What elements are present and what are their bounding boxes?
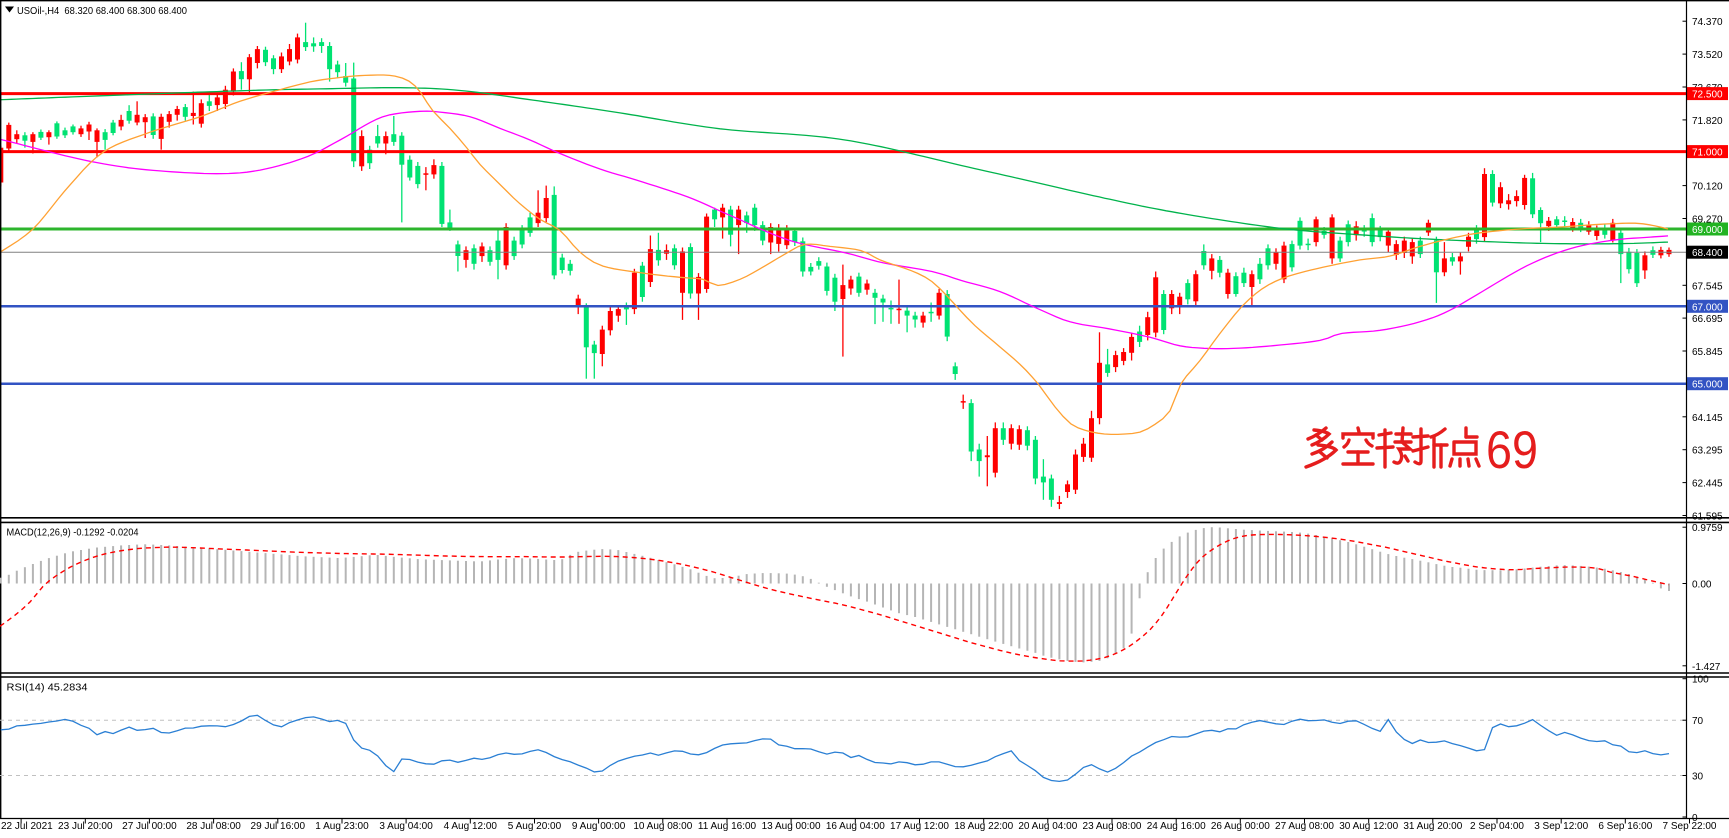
svg-text:RSI(14) 45.2834: RSI(14) 45.2834 (7, 682, 88, 694)
svg-text:64.145: 64.145 (1692, 413, 1723, 424)
svg-text:16 Aug 04:00: 16 Aug 04:00 (826, 821, 885, 832)
svg-text:63.295: 63.295 (1692, 446, 1723, 457)
svg-text:0.9759: 0.9759 (1692, 523, 1723, 534)
svg-text:30 Aug 12:00: 30 Aug 12:00 (1339, 821, 1398, 832)
svg-text:24 Aug 16:00: 24 Aug 16:00 (1147, 821, 1206, 832)
svg-text:73.520: 73.520 (1692, 50, 1723, 61)
svg-text:-1.427: -1.427 (1692, 662, 1721, 673)
svg-text:69.270: 69.270 (1692, 215, 1723, 226)
svg-text:26 Aug 00:00: 26 Aug 00:00 (1211, 821, 1270, 832)
svg-text:11 Aug 16:00: 11 Aug 16:00 (698, 821, 757, 832)
svg-text:67.000: 67.000 (1692, 302, 1723, 313)
svg-text:3 Aug 04:00: 3 Aug 04:00 (379, 821, 433, 832)
svg-text:66.695: 66.695 (1692, 314, 1723, 325)
svg-text:4 Aug 12:00: 4 Aug 12:00 (444, 821, 498, 832)
svg-text:18 Aug 22:00: 18 Aug 22:00 (954, 821, 1013, 832)
svg-text:6 Sep 16:00: 6 Sep 16:00 (1598, 821, 1652, 832)
svg-text:20 Aug 04:00: 20 Aug 04:00 (1018, 821, 1077, 832)
svg-text:13 Aug 00:00: 13 Aug 00:00 (762, 821, 821, 832)
svg-text:70: 70 (1692, 716, 1704, 727)
svg-text:72.500: 72.500 (1692, 90, 1723, 101)
svg-text:100: 100 (1692, 675, 1709, 686)
svg-text:22 Jul 2021: 22 Jul 2021 (1, 821, 53, 832)
svg-text:23 Aug 08:00: 23 Aug 08:00 (1083, 821, 1142, 832)
svg-text:USOil-,H4 68.320 68.400 68.30: USOil-,H4 68.320 68.400 68.300 68.400 (17, 5, 187, 17)
svg-text:27 Jul 00:00: 27 Jul 00:00 (122, 821, 177, 832)
svg-text:MACD(12,26,9) -0.1292 -0.0204: MACD(12,26,9) -0.1292 -0.0204 (7, 527, 139, 539)
svg-text:67.545: 67.545 (1692, 281, 1723, 292)
svg-text:2 Sep 04:00: 2 Sep 04:00 (1470, 821, 1524, 832)
svg-text:5 Aug 20:00: 5 Aug 20:00 (508, 821, 562, 832)
svg-text:74.370: 74.370 (1692, 17, 1723, 28)
svg-text:70.120: 70.120 (1692, 182, 1723, 193)
svg-text:28 Jul 08:00: 28 Jul 08:00 (186, 821, 241, 832)
svg-text:0.00: 0.00 (1692, 580, 1712, 591)
svg-text:31 Aug 20:00: 31 Aug 20:00 (1403, 821, 1462, 832)
svg-text:9 Aug 00:00: 9 Aug 00:00 (572, 821, 626, 832)
svg-text:68.400: 68.400 (1692, 248, 1723, 259)
svg-text:29 Jul 16:00: 29 Jul 16:00 (251, 821, 306, 832)
svg-text:69: 69 (1486, 421, 1538, 480)
svg-text:71.820: 71.820 (1692, 116, 1723, 127)
svg-text:17 Aug 12:00: 17 Aug 12:00 (890, 821, 949, 832)
svg-text:69.000: 69.000 (1692, 225, 1723, 236)
svg-text:65.000: 65.000 (1692, 380, 1723, 391)
svg-text:23 Jul 20:00: 23 Jul 20:00 (58, 821, 113, 832)
svg-text:65.845: 65.845 (1692, 347, 1723, 358)
svg-text:30: 30 (1692, 772, 1704, 783)
svg-text:7 Sep 22:00: 7 Sep 22:00 (1663, 821, 1717, 832)
svg-text:71.000: 71.000 (1692, 148, 1723, 159)
svg-text:27 Aug 08:00: 27 Aug 08:00 (1275, 821, 1334, 832)
svg-text:1 Aug 23:00: 1 Aug 23:00 (315, 821, 369, 832)
svg-text:10 Aug 08:00: 10 Aug 08:00 (633, 821, 692, 832)
svg-text:3 Sep 12:00: 3 Sep 12:00 (1534, 821, 1588, 832)
svg-text:62.445: 62.445 (1692, 479, 1723, 490)
